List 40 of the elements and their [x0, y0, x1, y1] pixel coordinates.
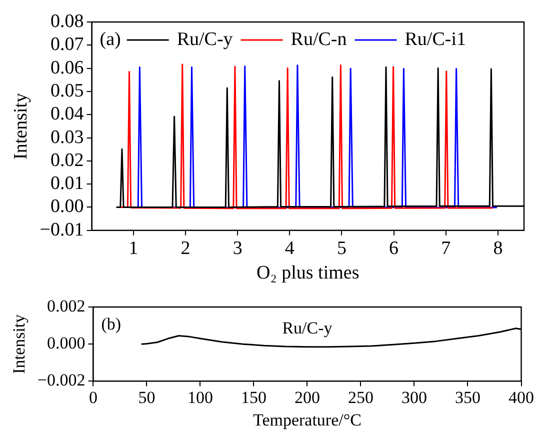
- x-tick-label: 100: [187, 388, 213, 407]
- x-tick-label: 0: [88, 388, 98, 407]
- y-tick-label: 0.07: [50, 34, 84, 56]
- x-axis-title: Temperature/°C: [252, 410, 362, 430]
- y-tick-label: 0.002: [46, 296, 86, 316]
- x-tick-label: 7: [441, 238, 451, 259]
- y-axis-title: Intensity: [10, 314, 29, 374]
- y-tick-label: 0.05: [50, 80, 84, 102]
- y-tick-label: −0.01: [40, 219, 84, 240]
- x-tick-label: 150: [240, 388, 266, 407]
- x-tick-label: 300: [401, 388, 427, 407]
- x-axis-title: O₂ plus times: [256, 262, 360, 284]
- y-axis-title: Intensity: [10, 92, 32, 160]
- y-tick-label: 0.000: [46, 334, 86, 353]
- annotation: (b): [101, 314, 122, 334]
- x-tick-label: 50: [138, 388, 156, 407]
- x-tick-label: 8: [493, 238, 503, 259]
- x-tick-label: 4: [284, 238, 295, 259]
- y-tick-label: 0.08: [50, 10, 84, 32]
- annotation: (a): [100, 28, 121, 50]
- x-tick-label: 250: [348, 388, 374, 407]
- y-tick-label: 0.02: [50, 150, 84, 171]
- y-tick-label: 0.01: [50, 173, 84, 194]
- x-tick-label: 1: [128, 238, 138, 259]
- y-tick-label: 0.04: [50, 104, 84, 125]
- y-tick-label: 0.00: [50, 196, 84, 218]
- series-label: Ru/C-y: [282, 318, 333, 338]
- x-tick-label: 3: [232, 238, 242, 259]
- x-tick-label: 6: [389, 238, 399, 259]
- x-tick-label: 400: [508, 388, 534, 407]
- y-tick-label: −0.002: [37, 370, 86, 390]
- x-tick-label: 2: [180, 238, 190, 259]
- legend-label: Ru/C-i1: [404, 28, 466, 50]
- legend-label: Ru/C-n: [290, 28, 348, 50]
- x-tick-label: 200: [294, 388, 320, 407]
- y-tick-label: 0.06: [50, 57, 84, 78]
- y-tick-label: 0.03: [50, 126, 84, 148]
- x-tick-label: 5: [336, 238, 346, 259]
- x-tick-label: 350: [455, 388, 480, 407]
- legend-label: Ru/C-y: [176, 28, 234, 50]
